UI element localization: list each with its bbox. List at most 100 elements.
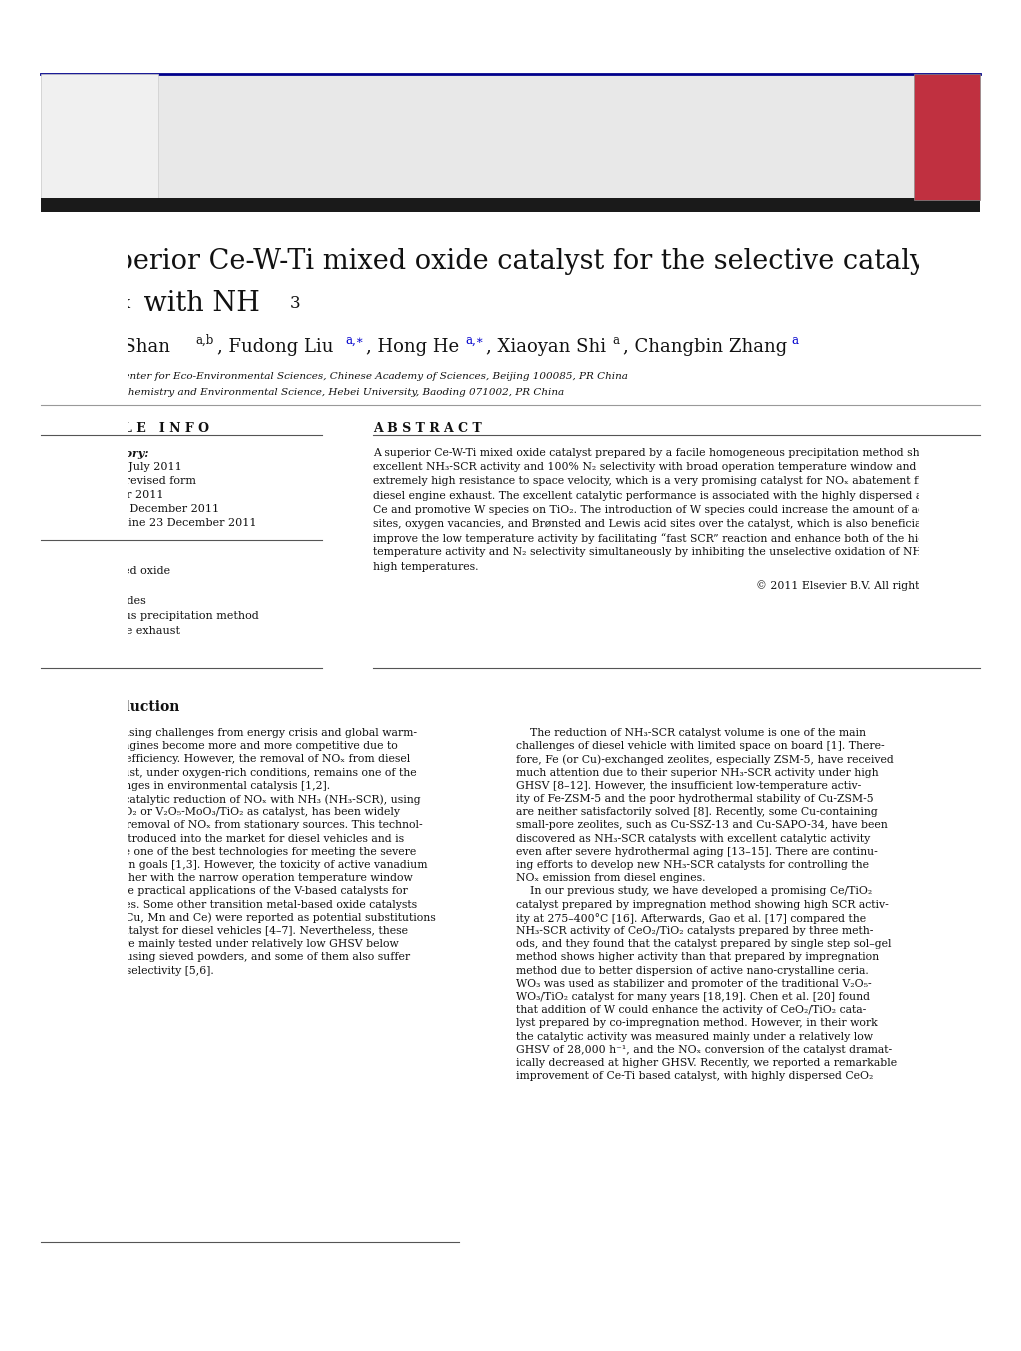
Text: WO₃/TiO₂ catalyst for many years [18,19]. Chen et al. [20] found: WO₃/TiO₂ catalyst for many years [18,19]… [516, 992, 870, 1002]
Text: restrained the practical applications of the V-based catalysts for: restrained the practical applications of… [56, 886, 408, 897]
Text: x: x [120, 295, 130, 312]
Text: extremely high resistance to space velocity, which is a very promising catalyst : extremely high resistance to space veloc… [373, 477, 939, 486]
Text: improvement of Ce-Ti based catalyst, with highly dispersed CeO₂: improvement of Ce-Ti based catalyst, wit… [516, 1071, 873, 1081]
Text: used for the removal of NOₓ from stationary sources. This technol-: used for the removal of NOₓ from station… [56, 820, 423, 831]
Text: 3: 3 [290, 295, 300, 312]
Text: 13 December 2011: 13 December 2011 [56, 490, 163, 500]
Text: with NH: with NH [135, 290, 259, 317]
Text: much attention due to their superior NH₃-SCR activity under high: much attention due to their superior NH₃… [516, 767, 878, 778]
Text: method due to better dispersion of active nano-crystalline ceria.: method due to better dispersion of activ… [516, 966, 868, 975]
Text: a,∗: a,∗ [466, 334, 484, 347]
Text: Selective catalytic reduction of NOₓ with NH₃ (NH₃-SCR), using: Selective catalytic reduction of NOₓ wit… [56, 794, 421, 805]
Text: GHSV [8–12]. However, the insufficient low-temperature activ-: GHSV [8–12]. However, the insufficient l… [516, 781, 861, 790]
Text: Wenpo Shan: Wenpo Shan [56, 338, 171, 357]
Text: E-mail addresses: fhliu@rcees.ac.cn (F. Liu), honghe@rcees.ac.cn (H. He).: E-mail addresses: fhliu@rcees.ac.cn (F. … [56, 1282, 432, 1292]
Text: journal homepage:  www.elsevier.com/locate/apcatb: journal homepage: www.elsevier.com/locat… [345, 168, 676, 181]
Text: ELSEVIER: ELSEVIER [66, 180, 147, 195]
Text: Accepted 15 December 2011: Accepted 15 December 2011 [56, 504, 220, 513]
Text: catalyst prepared by impregnation method showing high SCR activ-: catalyst prepared by impregnation method… [516, 900, 888, 909]
Text: the catalytic activity was measured mainly under a relatively low: the catalytic activity was measured main… [516, 1032, 873, 1042]
Text: 1.  Introduction: 1. Introduction [56, 700, 180, 713]
Text: WO₃ was used as stabilizer and promoter of the traditional V₂O₅-: WO₃ was used as stabilizer and promoter … [516, 979, 871, 989]
Text: SCR: SCR [56, 581, 81, 590]
Text: (such as Fe, Cu, Mn and Ce) were reported as potential substitutions: (such as Fe, Cu, Mn and Ce) were reporte… [56, 913, 436, 923]
Text: Received 30 July 2011: Received 30 July 2011 [56, 462, 182, 471]
Text: A superior Ce-W-Ti mixed oxide catalyst prepared by a facile homogeneous precipi: A superior Ce-W-Ti mixed oxide catalyst … [373, 449, 949, 458]
Text: A R T I C L E   I N F O: A R T I C L E I N F O [56, 422, 209, 435]
Text: APPLIED: APPLIED [931, 100, 964, 105]
Text: ods, and they found that the catalyst prepared by single step sol–gel: ods, and they found that the catalyst pr… [516, 939, 891, 950]
Text: Applied Catalysis B: Environmental 115–116 (2012) 100–106: Applied Catalysis B: Environmental 115–1… [335, 51, 686, 61]
Text: The reduction of NH₃-SCR catalyst volume is one of the main: The reduction of NH₃-SCR catalyst volume… [516, 728, 866, 738]
Text: Diesel engine exhaust: Diesel engine exhaust [56, 626, 180, 636]
Text: species together with the narrow operation temperature window: species together with the narrow operati… [56, 873, 412, 884]
Text: even after severe hydrothermal aging [13–15]. There are continu-: even after severe hydrothermal aging [13… [516, 847, 877, 857]
Text: 100,000 h⁻¹ using sieved powders, and some of them also suffer: 100,000 h⁻¹ using sieved powders, and so… [56, 952, 410, 962]
Text: lyst prepared by co-impregnation method. However, in their work: lyst prepared by co-impregnation method.… [516, 1019, 877, 1028]
Text: its high fuel efficiency. However, the removal of NOₓ from diesel: its high fuel efficiency. However, the r… [56, 754, 410, 765]
Text: improve the low temperature activity by facilitating “fast SCR” reaction and enh: improve the low temperature activity by … [373, 534, 932, 544]
Text: major challenges in environmental catalysis [1,2].: major challenges in environmental cataly… [56, 781, 330, 790]
Text: In our previous study, we have developed a promising Ce/TiO₂: In our previous study, we have developed… [516, 886, 872, 897]
Text: engine exhaust, under oxygen-rich conditions, remains one of the: engine exhaust, under oxygen-rich condit… [56, 767, 417, 778]
Text: sites, oxygen vacancies, and Brønsted and Lewis acid sites over the catalyst, wh: sites, oxygen vacancies, and Brønsted an… [373, 519, 938, 530]
Text: Homogeneous precipitation method: Homogeneous precipitation method [56, 611, 259, 621]
Text: Available online 23 December 2011: Available online 23 December 2011 [56, 517, 256, 528]
Text: , Fudong Liu: , Fudong Liu [217, 338, 334, 357]
Text: a,∗: a,∗ [345, 334, 363, 347]
Text: , Hong He: , Hong He [366, 338, 458, 357]
Text: a: a [791, 334, 798, 347]
Text: from low N₂ selectivity [5,6].: from low N₂ selectivity [5,6]. [56, 966, 214, 975]
Text: excellent NH₃-SCR activity and 100% N₂ selectivity with broad operation temperat: excellent NH₃-SCR activity and 100% N₂ s… [373, 462, 916, 473]
Text: a: a [613, 334, 620, 347]
Text: ically decreased at higher GHSV. Recently, we reported a remarkable: ically decreased at higher GHSV. Recentl… [516, 1058, 896, 1069]
Text: catalysts were mainly tested under relatively low GHSV below: catalysts were mainly tested under relat… [56, 939, 399, 950]
Text: diesel engine exhaust. The excellent catalytic performance is associated with th: diesel engine exhaust. The excellent cat… [373, 490, 949, 501]
Text: www.elsevier.com/locate/apcatb: www.elsevier.com/locate/apcatb [364, 168, 657, 181]
Text: doi:10.1016/j.apcatb.2011.12.019: doi:10.1016/j.apcatb.2011.12.019 [56, 1323, 223, 1331]
Text: diesel vehicles. Some other transition metal-based oxide catalysts: diesel vehicles. Some other transition m… [56, 900, 418, 909]
Text: method shows higher activity than that prepared by impregnation: method shows higher activity than that p… [516, 952, 879, 962]
Text: fore, Fe (or Cu)-exchanged zeolites, especially ZSM-5, have received: fore, Fe (or Cu)-exchanged zeolites, esp… [516, 754, 893, 765]
Text: discovered as NH₃-SCR catalysts with excellent catalytic activity: discovered as NH₃-SCR catalysts with exc… [516, 834, 870, 843]
Text: ing, diesel engines become more and more competitive due to: ing, diesel engines become more and more… [56, 742, 398, 751]
Text: Ce and promotive W species on TiO₂. The introduction of W species could increase: Ce and promotive W species on TiO₂. The … [373, 505, 944, 515]
Text: that addition of W could enhance the activity of CeO₂/TiO₂ cata-: that addition of W could enhance the act… [516, 1005, 866, 1015]
Text: Ce-W-Ti mixed oxide: Ce-W-Ti mixed oxide [56, 566, 171, 576]
Text: ity at 275–400°C [16]. Afterwards, Gao et al. [17] compared the: ity at 275–400°C [16]. Afterwards, Gao e… [516, 913, 866, 924]
Text: NOₓ emission from diesel engines.: NOₓ emission from diesel engines. [516, 873, 706, 884]
Text: a,b: a,b [195, 334, 213, 347]
Text: SciVerse ScienceDirect: SciVerse ScienceDirect [374, 91, 647, 103]
Text: ᵇ College of Chemistry and Environmental Science, Hebei University, Baoding 0710: ᵇ College of Chemistry and Environmental… [56, 388, 565, 397]
Text: © 2011 Elsevier B.V. All rights reserved.: © 2011 Elsevier B.V. All rights reserved… [757, 580, 980, 590]
Text: Article history:: Article history: [56, 449, 150, 459]
Text: NH₃-SCR activity of CeO₂/TiO₂ catalysts prepared by three meth-: NH₃-SCR activity of CeO₂/TiO₂ catalysts … [516, 925, 873, 936]
Text: ᵃ Research Center for Eco-Environmental Sciences, Chinese Academy of Sciences, B: ᵃ Research Center for Eco-Environmental … [56, 372, 628, 381]
Text: NO: NO [56, 290, 102, 317]
Text: NOₓ reduction goals [1,3]. However, the toxicity of active vanadium: NOₓ reduction goals [1,3]. However, the … [56, 861, 428, 870]
Text: ogy is also introduced into the market for diesel vehicles and is: ogy is also introduced into the market f… [56, 834, 404, 843]
Text: V₂O₅-WO₃/TiO₂ or V₂O₅-MoO₃/TiO₂ as catalyst, has been widely: V₂O₅-WO₃/TiO₂ or V₂O₅-MoO₃/TiO₂ as catal… [56, 807, 400, 817]
Text: Nitrogen oxides: Nitrogen oxides [56, 596, 146, 607]
Text: Contents lists available at SciVerse ScienceDirect: Contents lists available at SciVerse Sci… [362, 91, 659, 103]
Text: 0926-3373/$ – see front matter © 2011 Elsevier B.V. All rights reserved.: 0926-3373/$ – see front matter © 2011 El… [56, 1308, 415, 1317]
Text: A B S T R A C T: A B S T R A C T [373, 422, 482, 435]
Text: Applied Catalysis B: Environmental: Applied Catalysis B: Environmental [249, 118, 772, 146]
Text: Beijing 100085, PR China. Tel.: +86 10 62849123; fax: +86 10 62849123.: Beijing 100085, PR China. Tel.: +86 10 6… [56, 1269, 428, 1278]
Text: * Corresponding authors at: P.O. Box 2871, 18 Shuangqing Road, Haidian District,: * Corresponding authors at: P.O. Box 287… [56, 1256, 464, 1265]
Text: , Changbin Zhang: , Changbin Zhang [623, 338, 787, 357]
Text: GHSV of 28,000 h⁻¹, and the NOₓ conversion of the catalyst dramat-: GHSV of 28,000 h⁻¹, and the NOₓ conversi… [516, 1044, 891, 1055]
Text: A superior Ce-W-Ti mixed oxide catalyst for the selective catalytic reduction of: A superior Ce-W-Ti mixed oxide catalyst … [56, 249, 1021, 276]
Text: With the rising challenges from energy crisis and global warm-: With the rising challenges from energy c… [56, 728, 418, 738]
Text: temperature activity and N₂ selectivity simultaneously by inhibiting the unselec: temperature activity and N₂ selectivity … [373, 547, 940, 558]
Text: ity of Fe-ZSM-5 and the poor hydrothermal stability of Cu-ZSM-5: ity of Fe-ZSM-5 and the poor hydrotherma… [516, 794, 873, 804]
Text: Keywords:: Keywords: [56, 553, 120, 563]
Text: ing efforts to develop new NH₃-SCR catalysts for controlling the: ing efforts to develop new NH₃-SCR catal… [516, 861, 869, 870]
Text: , Xiaoyan Shi: , Xiaoyan Shi [486, 338, 606, 357]
Text: CATALYSIS: CATALYSIS [923, 109, 972, 119]
Text: high temperatures.: high temperatures. [373, 562, 478, 571]
Text: thought to be one of the best technologies for meeting the severe: thought to be one of the best technologi… [56, 847, 417, 857]
Text: small-pore zeolites, such as Cu-SSZ-13 and Cu-SAPO-34, have been: small-pore zeolites, such as Cu-SSZ-13 a… [516, 820, 887, 831]
Text: are neither satisfactorily solved [8]. Recently, some Cu-containing: are neither satisfactorily solved [8]. R… [516, 807, 877, 817]
Text: B: B [943, 122, 952, 132]
